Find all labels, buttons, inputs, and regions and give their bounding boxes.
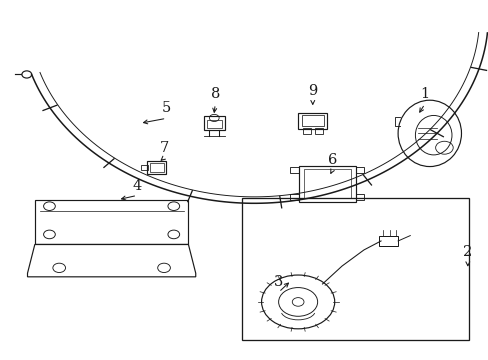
Text: 2: 2 xyxy=(462,245,471,259)
Bar xyxy=(355,167,364,173)
Text: 1: 1 xyxy=(420,87,428,101)
Bar xyxy=(298,113,327,129)
Bar xyxy=(303,128,310,134)
Bar xyxy=(206,120,221,128)
Text: 3: 3 xyxy=(273,275,283,289)
Bar xyxy=(299,166,355,202)
Bar xyxy=(290,194,299,200)
Bar xyxy=(141,165,148,170)
Bar xyxy=(203,116,224,130)
Text: 5: 5 xyxy=(162,102,171,116)
Bar xyxy=(304,169,350,198)
Bar xyxy=(314,128,322,134)
Text: 8: 8 xyxy=(210,87,220,101)
Bar xyxy=(242,198,468,339)
Text: 4: 4 xyxy=(132,179,142,193)
Text: 6: 6 xyxy=(327,153,336,167)
Text: 7: 7 xyxy=(159,141,168,155)
Text: 9: 9 xyxy=(307,84,317,98)
Bar xyxy=(150,163,163,172)
Bar xyxy=(378,235,397,246)
Bar xyxy=(301,116,324,126)
Bar xyxy=(355,194,364,200)
Bar xyxy=(290,167,299,173)
Bar xyxy=(147,161,166,174)
Bar xyxy=(35,200,188,244)
